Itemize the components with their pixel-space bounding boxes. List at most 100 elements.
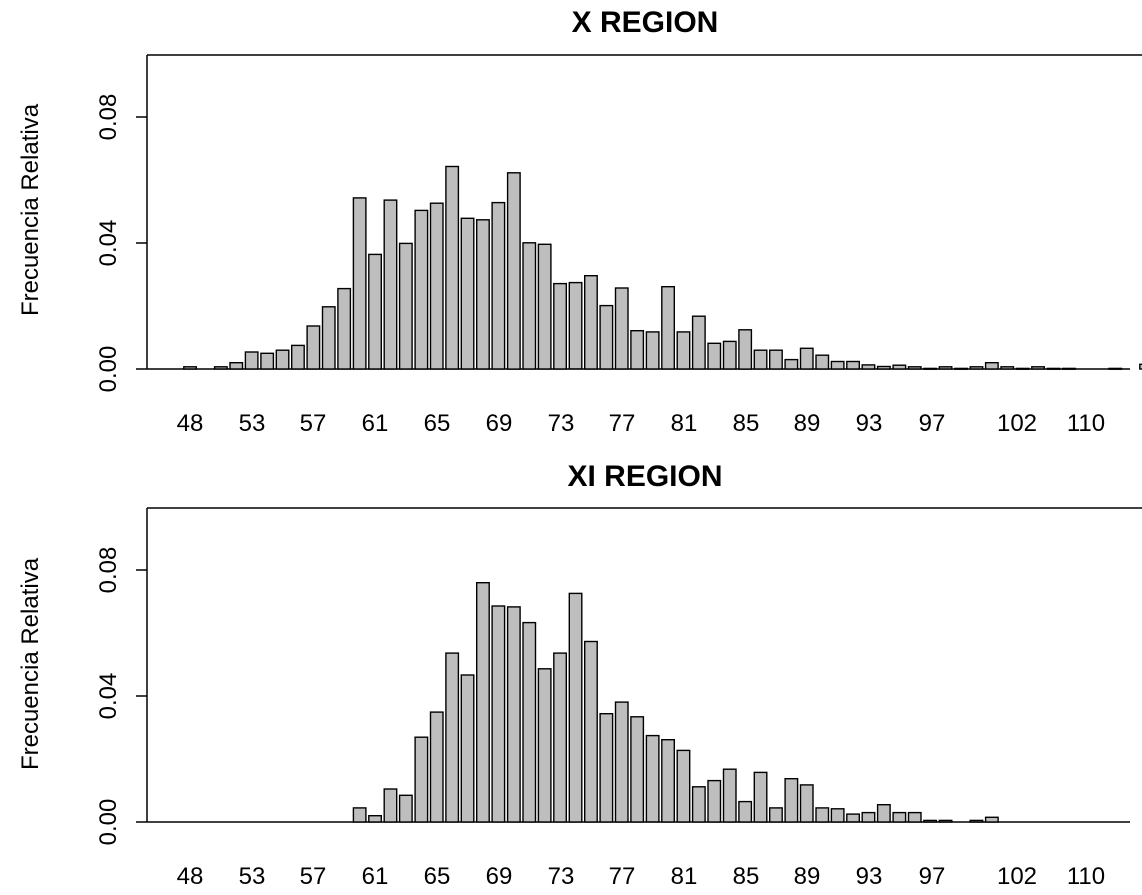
x-tick-label: 65	[424, 863, 451, 890]
histogram-bar	[876, 804, 891, 823]
histogram-bar	[383, 788, 398, 823]
histogram-bar	[753, 349, 768, 370]
histogram-bar	[830, 808, 845, 823]
histogram-bar	[537, 668, 552, 823]
x-tick-label: 61	[362, 863, 389, 890]
histogram-bar	[1108, 367, 1123, 370]
x-tick-label: 93	[856, 410, 883, 437]
histogram-bar	[460, 674, 475, 823]
chart-title: XI REGION	[567, 460, 722, 493]
x-tick-label: 73	[548, 863, 575, 890]
histogram-bar	[1031, 366, 1046, 370]
histogram-bar	[568, 592, 583, 823]
x-tick-label: 102	[997, 410, 1037, 437]
histogram-bar	[661, 286, 675, 370]
histogram-bar	[722, 768, 737, 823]
x-tick-labels: 48 53 57 61 65 69 73 77 81 85 89 93 97 1…	[177, 863, 1105, 890]
histogram-bar	[861, 364, 876, 370]
histogram-bar	[1046, 367, 1061, 370]
x-tick-label: 65	[424, 410, 451, 437]
histogram-bar	[676, 749, 691, 823]
histogram-bar	[414, 736, 429, 823]
histogram-bar	[954, 367, 968, 370]
histogram-bar	[291, 344, 305, 370]
histogram-bar	[1000, 366, 1015, 370]
histogram-bar	[352, 197, 367, 370]
histogram-bar	[799, 347, 814, 370]
y-axis-label: Frecuencia Relativa	[17, 557, 44, 770]
histogram-bar	[892, 811, 907, 823]
x-tick-label: 89	[794, 863, 821, 890]
histogram-bar	[923, 819, 938, 823]
histogram-bar	[969, 819, 984, 823]
histogram-bar	[614, 701, 629, 823]
x-tick-label: 53	[239, 410, 266, 437]
histogram-bar	[969, 366, 984, 370]
histogram-bar	[722, 340, 737, 370]
x-tick-label: 102	[997, 863, 1037, 890]
histogram-bar	[907, 366, 922, 370]
y-tick-label: 0.08	[95, 547, 122, 594]
histogram-bar	[491, 605, 506, 823]
histogram-bar	[769, 349, 783, 370]
y-tick-label: 0.00	[95, 346, 122, 393]
histogram-bar	[476, 219, 490, 370]
histogram-bar	[383, 199, 398, 370]
x-tick-label: 73	[548, 410, 575, 437]
histogram-bar	[984, 362, 999, 370]
histogram-bar	[738, 329, 753, 370]
x-tick-label: 110	[1067, 863, 1105, 890]
x-tick-label: 69	[486, 410, 513, 437]
histogram-bar	[429, 711, 444, 823]
histogram-bar	[799, 784, 814, 823]
histogram-bar	[753, 771, 768, 823]
x-tick-label: 57	[300, 863, 327, 890]
histogram-bar	[275, 349, 290, 370]
y-tick-label: 0.00	[95, 799, 122, 846]
histogram-bar	[244, 351, 259, 370]
bars-group	[352, 582, 999, 823]
histogram-bar	[630, 716, 645, 823]
x-tick-label: 110	[1067, 410, 1105, 437]
y-tick-label: 0.08	[95, 94, 122, 141]
histogram-bar	[691, 786, 706, 823]
histogram-bar	[491, 201, 506, 370]
histogram-bar	[584, 640, 598, 823]
histogram-bar	[846, 813, 860, 823]
histogram-bar	[907, 811, 922, 823]
x-tick-label: 48	[177, 863, 204, 890]
x-tick-label: 85	[733, 863, 760, 890]
histogram-bar	[861, 811, 876, 823]
x-tick-label: 97	[919, 410, 946, 437]
y-tick-label: 0.04	[95, 673, 122, 720]
histogram-bar	[599, 304, 614, 370]
histogram-bar	[398, 794, 413, 823]
histogram-bar	[707, 779, 722, 823]
x-tick-label: 69	[486, 863, 513, 890]
histogram-bar	[892, 364, 907, 370]
histogram-bar	[815, 807, 830, 823]
histogram-bar	[183, 366, 198, 370]
histogram-bar	[1061, 367, 1076, 370]
histogram-bar	[614, 287, 629, 370]
histogram-bar	[1015, 367, 1030, 370]
histogram-bar	[645, 734, 660, 823]
x-tick-label: 85	[733, 410, 760, 437]
histogram-bar	[460, 217, 475, 370]
histogram-bar	[229, 362, 244, 370]
histogram-bar	[476, 582, 490, 823]
histogram-bar	[260, 352, 275, 370]
histogram-bar	[414, 209, 429, 370]
histogram-bar	[784, 778, 799, 823]
x-tick-label: 81	[671, 863, 698, 890]
histogram-bar	[584, 275, 598, 370]
histogram-bar	[938, 819, 953, 823]
histogram-bar	[445, 652, 460, 823]
histogram-bar	[830, 360, 845, 370]
histogram-bar	[846, 360, 860, 370]
histogram-bar	[445, 165, 460, 370]
x-tick-label: 57	[300, 410, 327, 437]
histogram-bar	[738, 800, 753, 823]
histogram-bar	[1139, 363, 1142, 370]
